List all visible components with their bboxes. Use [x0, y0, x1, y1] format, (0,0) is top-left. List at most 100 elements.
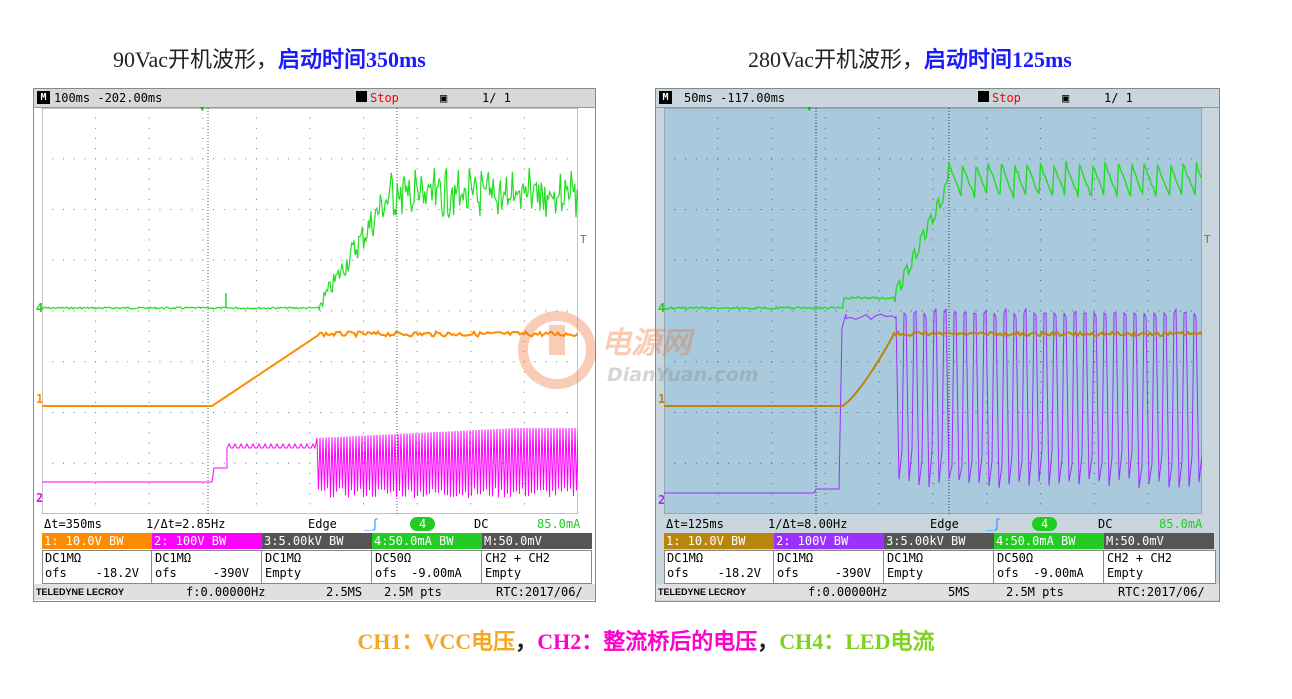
grid-dot [878, 391, 880, 393]
grid-dot [330, 412, 332, 413]
caption-ch4: CH4：LED电流 [779, 629, 935, 654]
grid-dot [932, 188, 934, 190]
grid-dot [1040, 310, 1042, 312]
grid-dot [95, 137, 97, 139]
grid-dot [137, 361, 139, 363]
grid-dot [309, 249, 311, 251]
memory-icon[interactable]: ▣ [440, 91, 448, 105]
grid-dot [52, 412, 54, 413]
grid-dot [159, 209, 161, 210]
ch2-label[interactable]: 2: 100V BW [152, 533, 262, 549]
grid-dot [491, 361, 493, 363]
grid-dot [878, 117, 880, 119]
ch1-label[interactable]: 1: 10.0V BW [664, 533, 774, 549]
stop-label[interactable]: Stop [370, 91, 399, 105]
grid-dot [62, 310, 64, 312]
grid-dot [148, 381, 150, 383]
grid-dot [309, 229, 311, 231]
ch4-label[interactable]: 4:50.0mA BW [994, 533, 1104, 549]
grid-dot [470, 249, 472, 251]
math-label[interactable]: M:50.0mV [1104, 533, 1214, 549]
grid-dot [771, 391, 773, 393]
grid-dot [932, 472, 934, 474]
grid-dot [1093, 219, 1095, 221]
grid-dot [213, 158, 215, 160]
grid-dot [566, 412, 568, 413]
grid-dot [728, 361, 730, 363]
grid-dot [341, 209, 343, 210]
grid-dot [932, 269, 934, 271]
grid-dot [1093, 503, 1095, 505]
grid-dot [566, 259, 568, 261]
stop-label[interactable]: Stop [992, 91, 1021, 105]
grid-dot [824, 300, 826, 302]
grid-dot [1179, 209, 1181, 210]
grid-dot [202, 472, 204, 474]
grid-dot [771, 493, 773, 495]
inverse-delta-t: 1/Δt=2.85Hz [146, 517, 226, 531]
grid-dot [975, 462, 977, 464]
grid-dot [491, 310, 493, 312]
grid-dot [481, 259, 483, 261]
grid-dot [717, 340, 719, 342]
grid-dot [277, 158, 279, 160]
grid-dot [255, 188, 257, 190]
grid-dot [814, 158, 816, 160]
grid-dot [1093, 209, 1095, 210]
grid-dot [1104, 310, 1106, 312]
ch3-label[interactable]: 3:5.00kV BW [262, 533, 372, 549]
grid-dot [502, 462, 504, 464]
grid-dot [255, 381, 257, 383]
grid-dot [1093, 198, 1095, 200]
grid-dot [1093, 452, 1095, 454]
ch1-label[interactable]: 1: 10.0V BW [42, 533, 152, 549]
grid-dot [1007, 310, 1009, 312]
grid-dot [717, 472, 719, 474]
ch2-label[interactable]: 2: 100V BW [774, 533, 884, 549]
grid-dot [932, 148, 934, 150]
grid-dot [416, 168, 418, 170]
grid-dot [932, 290, 934, 292]
grid-dot [309, 209, 311, 210]
ch4-label[interactable]: 4:50.0mA BW [372, 533, 482, 549]
grid-dot [523, 320, 525, 322]
grid-dot [148, 330, 150, 332]
grid-dot [416, 310, 418, 312]
grid-dot [95, 259, 97, 261]
grid-dot [824, 239, 826, 241]
grid-dot [760, 310, 762, 312]
grid-dot [255, 503, 257, 505]
grid-dot [481, 412, 483, 413]
math-label[interactable]: M:50.0mV [482, 533, 592, 549]
grid-dot [717, 503, 719, 505]
memory-icon[interactable]: ▣ [1062, 91, 1070, 105]
grid-dot [878, 462, 880, 464]
grid-dot [255, 300, 257, 302]
grid-dot [781, 158, 783, 160]
grid-dot [1040, 290, 1042, 292]
grid-dot [245, 462, 247, 464]
grid-dot [857, 259, 859, 261]
grid-dot [824, 148, 826, 150]
grid-dot [470, 219, 472, 221]
grid-dot [105, 158, 107, 160]
grid-dot [320, 259, 322, 261]
grid-dot [116, 209, 118, 210]
grid-dot [792, 209, 794, 210]
grid-dot [975, 361, 977, 363]
grid-dot [932, 117, 934, 119]
ch3-label[interactable]: 3:5.00kV BW [884, 533, 994, 549]
grid-dot [717, 422, 719, 424]
grid-dot [309, 422, 311, 424]
grid-dot [1093, 401, 1095, 403]
grid-dot [986, 300, 988, 302]
grid-dot [846, 361, 848, 363]
grid-dot [202, 340, 204, 342]
ch1-marker: 1 [36, 392, 44, 406]
grid-dot [309, 381, 311, 383]
grid-dot [1093, 249, 1095, 251]
grid-dot [202, 452, 204, 454]
grid-dot [932, 127, 934, 129]
grid-dot [1040, 158, 1042, 160]
grid-dot [867, 361, 869, 363]
